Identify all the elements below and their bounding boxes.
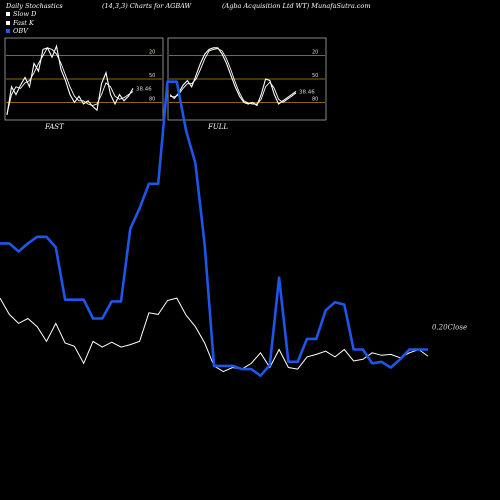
full-last-value-label: 38.46 <box>299 89 315 95</box>
fast-k-swatch <box>6 20 10 25</box>
legend-item-slow-d: Slow D <box>6 10 36 19</box>
fast-last-value-label: 38.46 <box>136 86 152 92</box>
legend-label: OBV <box>13 27 28 35</box>
full-series-full-d <box>169 48 297 105</box>
full-level-tick-label: 20 <box>312 50 318 56</box>
close-price-label: 0.20Close <box>432 324 467 332</box>
fast-level-tick-label: 50 <box>149 73 155 79</box>
full-series-full-k <box>169 47 297 107</box>
legend: Slow D Fast K OBV <box>6 10 36 36</box>
legend-item-fast-k: Fast K <box>6 19 36 28</box>
slow-d-swatch <box>6 12 10 16</box>
obv-line <box>0 80 428 378</box>
fast-level-tick-label: 80 <box>149 96 155 102</box>
legend-label: Slow D <box>13 10 37 18</box>
full-level-tick-label: 50 <box>312 73 318 79</box>
obv-swatch <box>6 29 10 33</box>
fast-series-fast-k <box>6 44 134 115</box>
chart-header-right: (Agba Acquisition Ltd WT) MunafaSutra.co… <box>222 2 371 10</box>
fast-panel-label: FAST <box>45 123 64 131</box>
legend-item-obv: OBV <box>6 27 36 36</box>
chart-header-left: Daily Stochastics <box>6 2 63 10</box>
chart-header-center: (14,3,3) Charts for AGBAW <box>102 2 192 10</box>
legend-label: Fast K <box>13 18 34 27</box>
full-level-tick-label: 80 <box>312 96 318 102</box>
fast-level-tick-label: 20 <box>149 50 155 56</box>
fast-series-slow-d <box>6 47 134 115</box>
full-panel-label: FULL <box>208 123 229 131</box>
